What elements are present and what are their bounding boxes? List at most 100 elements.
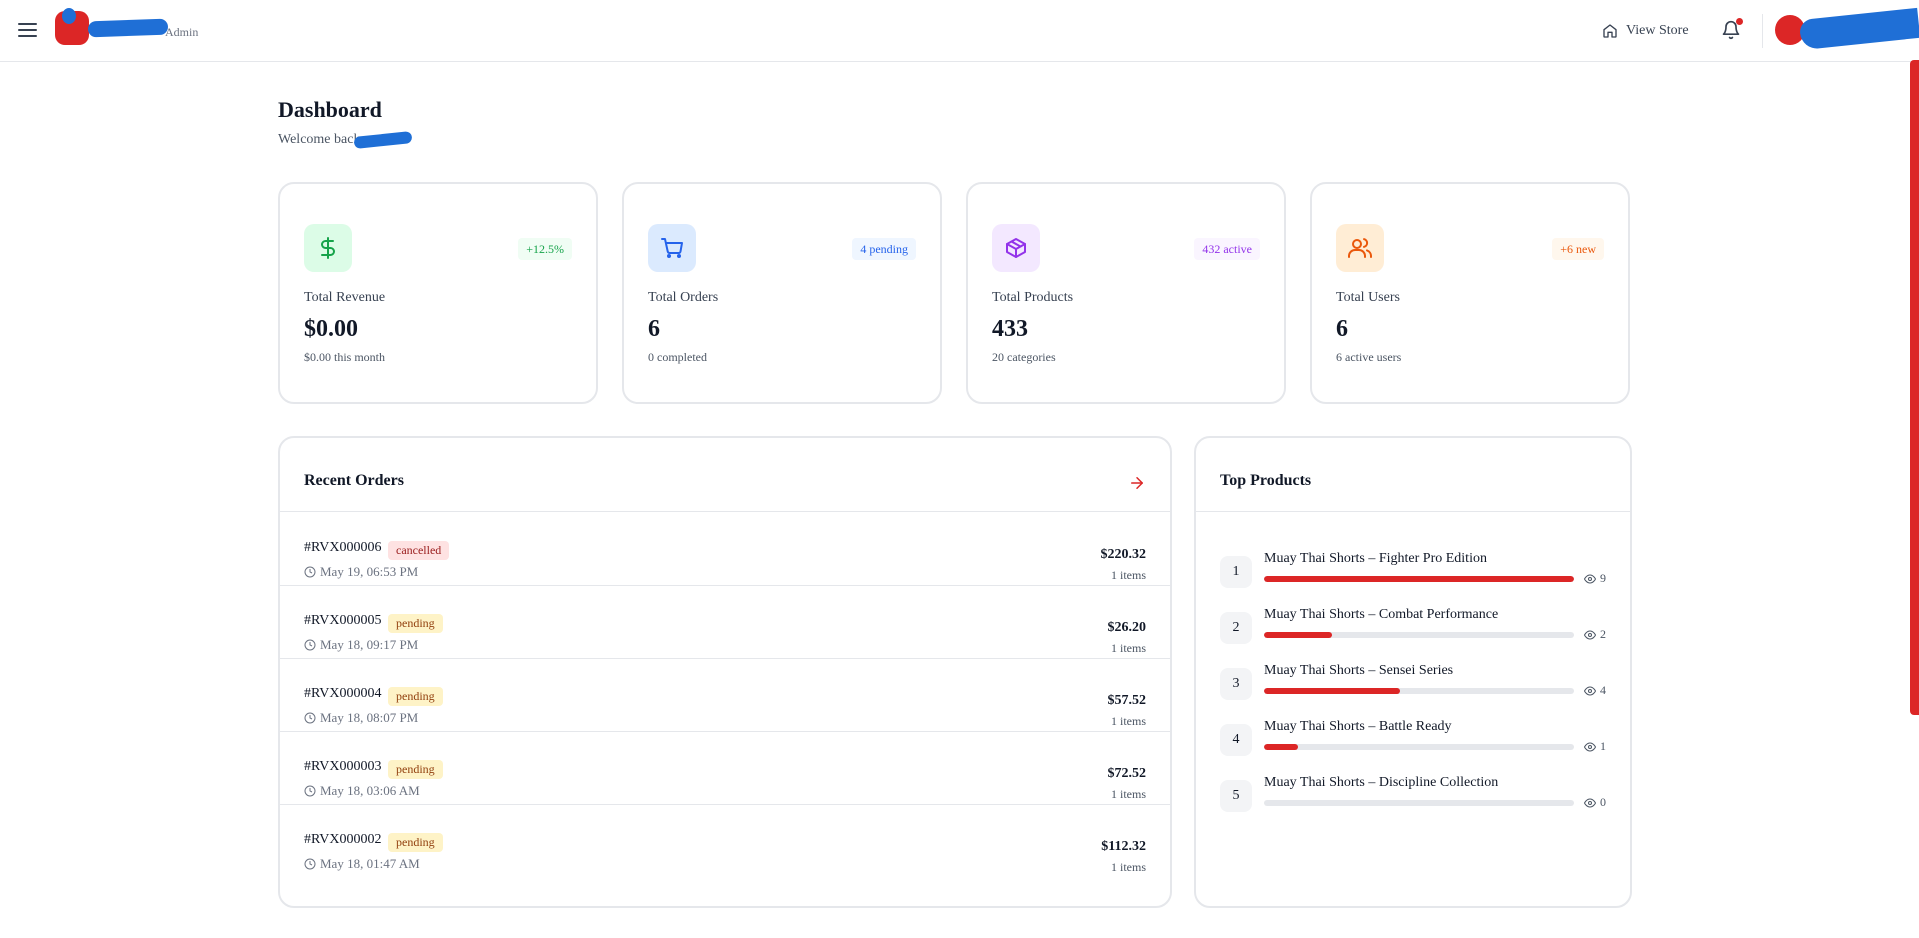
- views-count: 2: [1584, 627, 1606, 642]
- view-store-link[interactable]: View Store: [1602, 19, 1689, 43]
- order-row[interactable]: #RVX000005 pending May 18, 09:17 PM $26.…: [280, 586, 1170, 659]
- order-amount: $220.32: [1100, 547, 1147, 562]
- views-bar-track: [1264, 688, 1574, 694]
- order-row[interactable]: #RVX000004 pending May 18, 08:07 PM $57.…: [280, 659, 1170, 732]
- notifications-button[interactable]: [1721, 18, 1743, 42]
- product-name: Muay Thai Shorts – Discipline Collection: [1264, 775, 1499, 790]
- bell-icon: [1722, 20, 1740, 40]
- views-bar-track: [1264, 744, 1574, 750]
- views-count: 4: [1584, 683, 1606, 698]
- status-badge: cancelled: [388, 541, 450, 560]
- views-number: 4: [1600, 683, 1606, 697]
- users-icon: [1348, 238, 1372, 258]
- redacted-brand-name: [87, 18, 169, 38]
- stat-subtext: 0 completed: [648, 350, 707, 364]
- home-icon: [1603, 24, 1617, 38]
- rank-badge: 4: [1220, 724, 1252, 756]
- order-date-text: May 19, 06:53 PM: [320, 564, 419, 579]
- product-name: Muay Thai Shorts – Battle Ready: [1264, 719, 1452, 734]
- stat-card-users: +6 new Total Users 6 6 active users: [1310, 182, 1630, 404]
- order-id: #RVX000004: [304, 686, 382, 701]
- order-row[interactable]: #RVX000002 pending May 18, 01:47 AM $112…: [280, 805, 1170, 878]
- brand-subtitle: Admin: [165, 25, 199, 39]
- page-title: Dashboard: [278, 97, 382, 122]
- stat-label: Total Revenue: [304, 290, 386, 305]
- order-row[interactable]: #RVX000003 pending May 18, 03:06 AM $72.…: [280, 732, 1170, 805]
- order-amount: $112.32: [1101, 839, 1146, 854]
- panel-title: Top Products: [1220, 472, 1312, 489]
- order-amount: $26.20: [1107, 620, 1147, 635]
- order-amount: $72.52: [1107, 766, 1147, 781]
- order-date: May 19, 06:53 PM: [304, 564, 418, 580]
- clock-icon: [304, 858, 316, 870]
- stat-label: Total Products: [992, 290, 1074, 305]
- panel-title: Recent Orders: [304, 472, 404, 489]
- rank-badge: 2: [1220, 612, 1252, 644]
- views-bar-fill: [1264, 632, 1333, 638]
- stat-card-revenue: +12.5% Total Revenue $0.00 $0.00 this mo…: [278, 182, 598, 404]
- order-date-text: May 18, 08:07 PM: [320, 710, 419, 725]
- views-bar-fill: [1264, 744, 1299, 750]
- top-bar: Admin View Store: [0, 0, 1919, 62]
- views-number: 0: [1600, 795, 1606, 809]
- page-scrollbar[interactable]: [1910, 60, 1919, 715]
- notification-dot: [1736, 18, 1743, 25]
- stat-value: 6: [648, 316, 660, 342]
- product-row[interactable]: 5 Muay Thai Shorts – Discipline Collecti…: [1220, 772, 1606, 820]
- views-bar-track: [1264, 632, 1574, 638]
- order-date-text: May 18, 09:17 PM: [320, 637, 419, 652]
- stat-badge: +6 new: [1552, 238, 1604, 260]
- eye-icon: [1584, 629, 1596, 640]
- product-row[interactable]: 2 Muay Thai Shorts – Combat Performance …: [1220, 604, 1606, 652]
- order-row[interactable]: #RVX000006 cancelled May 19, 06:53 PM $2…: [280, 513, 1170, 586]
- stat-value: 6: [1336, 316, 1348, 342]
- stat-badge: 4 pending: [852, 238, 916, 260]
- views-number: 9: [1600, 571, 1606, 585]
- header-divider: [1762, 14, 1763, 48]
- order-date: May 18, 03:06 AM: [304, 783, 420, 799]
- clock-icon: [304, 639, 316, 651]
- stat-label: Total Orders: [648, 290, 719, 305]
- views-count: 9: [1584, 571, 1606, 586]
- rank-badge: 1: [1220, 556, 1252, 588]
- order-id: #RVX000005: [304, 613, 382, 628]
- eye-icon: [1584, 741, 1596, 752]
- order-date-text: May 18, 03:06 AM: [320, 783, 420, 798]
- views-bar-fill: [1264, 688, 1401, 694]
- stat-badge: 432 active: [1194, 238, 1260, 260]
- order-items: 1 items: [1111, 714, 1146, 728]
- views-number: 1: [1600, 739, 1606, 753]
- order-date: May 18, 01:47 AM: [304, 856, 420, 872]
- product-name: Muay Thai Shorts – Combat Performance: [1264, 607, 1499, 622]
- order-id: #RVX000002: [304, 832, 382, 847]
- dollar-icon: [321, 237, 335, 259]
- redaction-mark: [62, 8, 76, 24]
- product-row[interactable]: 4 Muay Thai Shorts – Battle Ready 1: [1220, 716, 1606, 764]
- clock-icon: [304, 785, 316, 797]
- views-bar-track: [1264, 800, 1574, 806]
- rank-badge: 3: [1220, 668, 1252, 700]
- stat-icon-box: [992, 224, 1040, 272]
- order-date: May 18, 09:17 PM: [304, 637, 418, 653]
- eye-icon: [1584, 797, 1596, 808]
- rank-badge: 5: [1220, 780, 1252, 812]
- views-count: 1: [1584, 739, 1606, 754]
- menu-icon[interactable]: [16, 19, 40, 43]
- views-bar-fill: [1264, 576, 1574, 582]
- arrow-right-icon[interactable]: [1128, 474, 1146, 492]
- top-products-panel: Top Products 1 Muay Thai Shorts – Fighte…: [1194, 436, 1632, 908]
- cart-icon: [661, 238, 683, 258]
- clock-icon: [304, 712, 316, 724]
- redacted-user-name: [1798, 7, 1919, 51]
- stat-subtext: 6 active users: [1336, 350, 1402, 364]
- product-name: Muay Thai Shorts – Sensei Series: [1264, 663, 1454, 678]
- views-count: 0: [1584, 795, 1606, 810]
- product-row[interactable]: 3 Muay Thai Shorts – Sensei Series 4: [1220, 660, 1606, 708]
- views-bar-track: [1264, 576, 1574, 582]
- order-id: #RVX000003: [304, 759, 382, 774]
- status-badge: pending: [388, 687, 443, 706]
- product-row[interactable]: 1 Muay Thai Shorts – Fighter Pro Edition…: [1220, 548, 1606, 596]
- stat-icon-box: [304, 224, 352, 272]
- order-items: 1 items: [1111, 641, 1146, 655]
- status-badge: pending: [388, 614, 443, 633]
